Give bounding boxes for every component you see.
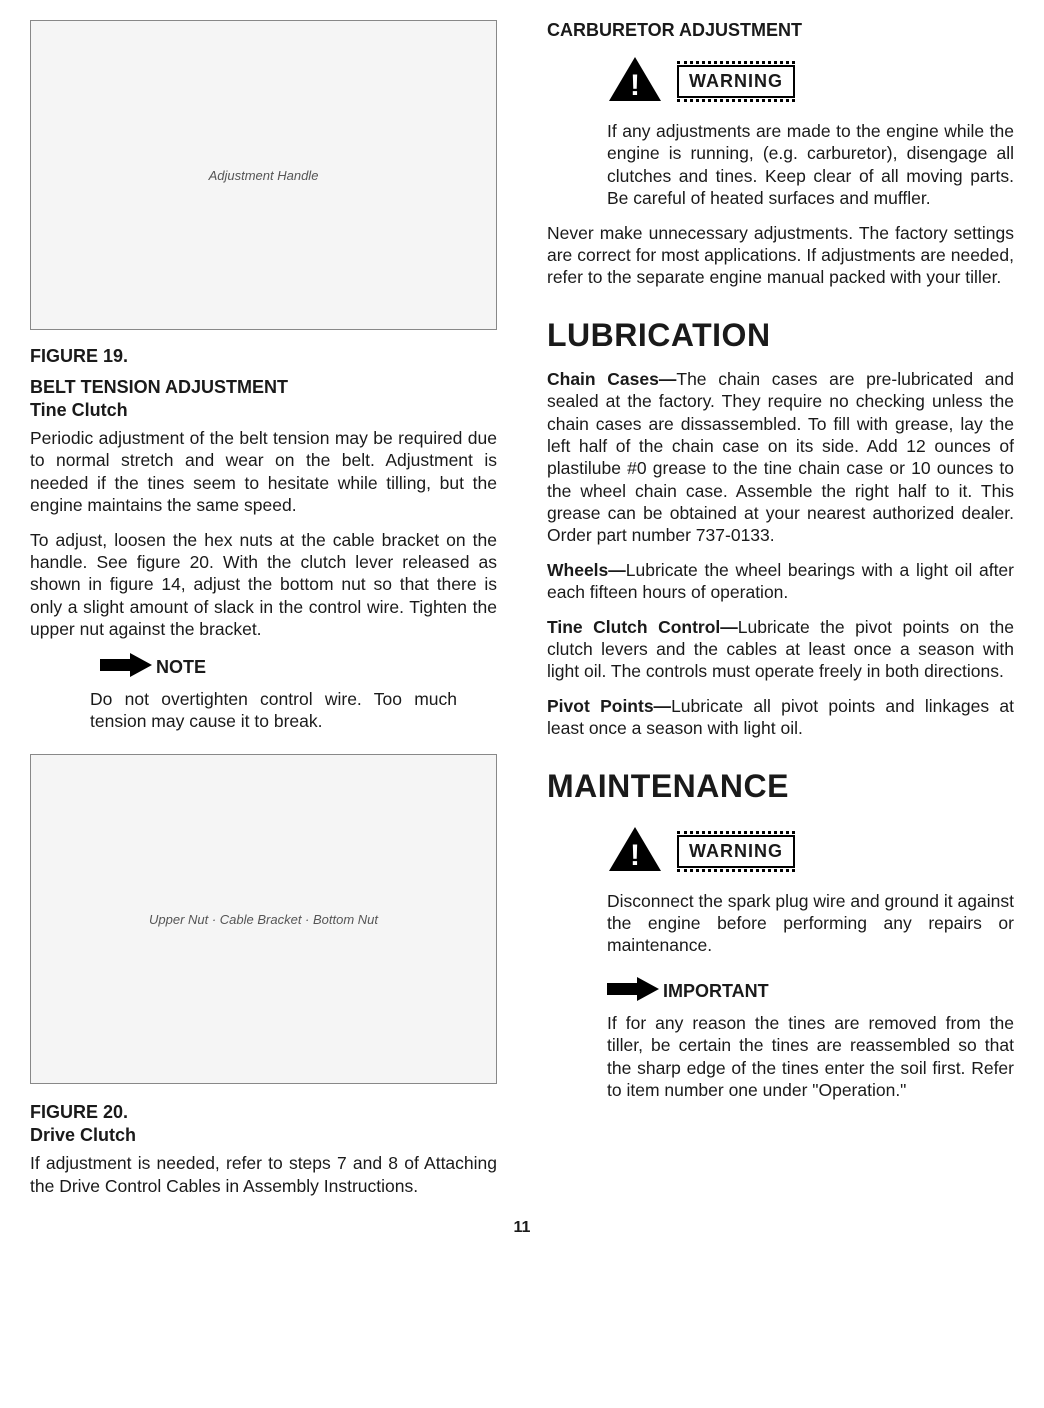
wheels-lead: Wheels— [547, 560, 626, 580]
arrow-right-icon [100, 653, 152, 682]
important-label: IMPORTANT [663, 981, 769, 1002]
figure-20-labels: Upper Nut · Cable Bracket · Bottom Nut [149, 912, 378, 927]
carb-warning-row: ! WARNING [607, 55, 1014, 108]
maintenance-heading: MAINTENANCE [547, 768, 1014, 805]
maint-warning-row: ! WARNING [607, 825, 1014, 878]
page-number: 11 [30, 1219, 1014, 1237]
tine-clutch-para: Tine Clutch Control—Lubricate the pivot … [547, 616, 1014, 683]
chain-cases-lead: Chain Cases— [547, 369, 676, 389]
note-block: Do not overtighten control wire. Too muc… [90, 688, 457, 733]
lubrication-heading: LUBRICATION [547, 317, 1014, 354]
note-text: Do not overtighten control wire. Too muc… [90, 688, 457, 733]
tine-clutch-lead: Tine Clutch Control— [547, 617, 738, 637]
belt-heading: BELT TENSION ADJUSTMENT [30, 377, 497, 398]
note-heading: NOTE [100, 653, 497, 682]
warning-triangle-icon: ! [607, 55, 663, 108]
figure-20-image: Upper Nut · Cable Bracket · Bottom Nut [30, 754, 497, 1084]
svg-text:!: ! [630, 69, 640, 102]
figure-19-image: Adjustment Handle [30, 20, 497, 330]
wheels-para: Wheels—Lubricate the wheel bearings with… [547, 559, 1014, 604]
right-column: CARBURETOR ADJUSTMENT ! WARNING If any a… [547, 20, 1014, 1197]
chain-cases-para: Chain Cases—The chain cases are pre-lubr… [547, 368, 1014, 547]
warning-badge: WARNING [677, 65, 795, 98]
maint-warning-text: Disconnect the spark plug wire and groun… [607, 890, 1014, 957]
warning-badge: WARNING [677, 835, 795, 868]
arrow-right-icon [607, 977, 659, 1006]
left-column: Adjustment Handle FIGURE 19. BELT TENSIO… [30, 20, 497, 1197]
figure-19-label: Adjustment Handle [209, 168, 319, 183]
svg-text:!: ! [630, 839, 640, 872]
figure-19-caption: FIGURE 19. [30, 346, 497, 367]
important-heading: IMPORTANT [607, 977, 1014, 1006]
note-label: NOTE [156, 657, 206, 678]
belt-subheading: Tine Clutch [30, 400, 497, 421]
chain-cases-text: The chain cases are pre-lubricated and s… [547, 369, 1014, 546]
carb-para: Never make unnecessary adjustments. The … [547, 222, 1014, 289]
drive-clutch-heading: Drive Clutch [30, 1125, 497, 1146]
warning-triangle-icon: ! [607, 825, 663, 878]
important-text: If for any reason the tines are removed … [607, 1012, 1014, 1102]
figure-20-caption: FIGURE 20. [30, 1102, 497, 1123]
pivot-lead: Pivot Points— [547, 696, 671, 716]
drive-clutch-para: If adjustment is needed, refer to steps … [30, 1152, 497, 1197]
belt-para-1: Periodic adjustment of the belt tension … [30, 427, 497, 517]
carb-heading: CARBURETOR ADJUSTMENT [547, 20, 1014, 41]
belt-para-2: To adjust, loosen the hex nuts at the ca… [30, 529, 497, 641]
pivot-para: Pivot Points—Lubricate all pivot points … [547, 695, 1014, 740]
page: Adjustment Handle FIGURE 19. BELT TENSIO… [30, 20, 1014, 1197]
carb-warning-text: If any adjustments are made to the engin… [607, 120, 1014, 210]
